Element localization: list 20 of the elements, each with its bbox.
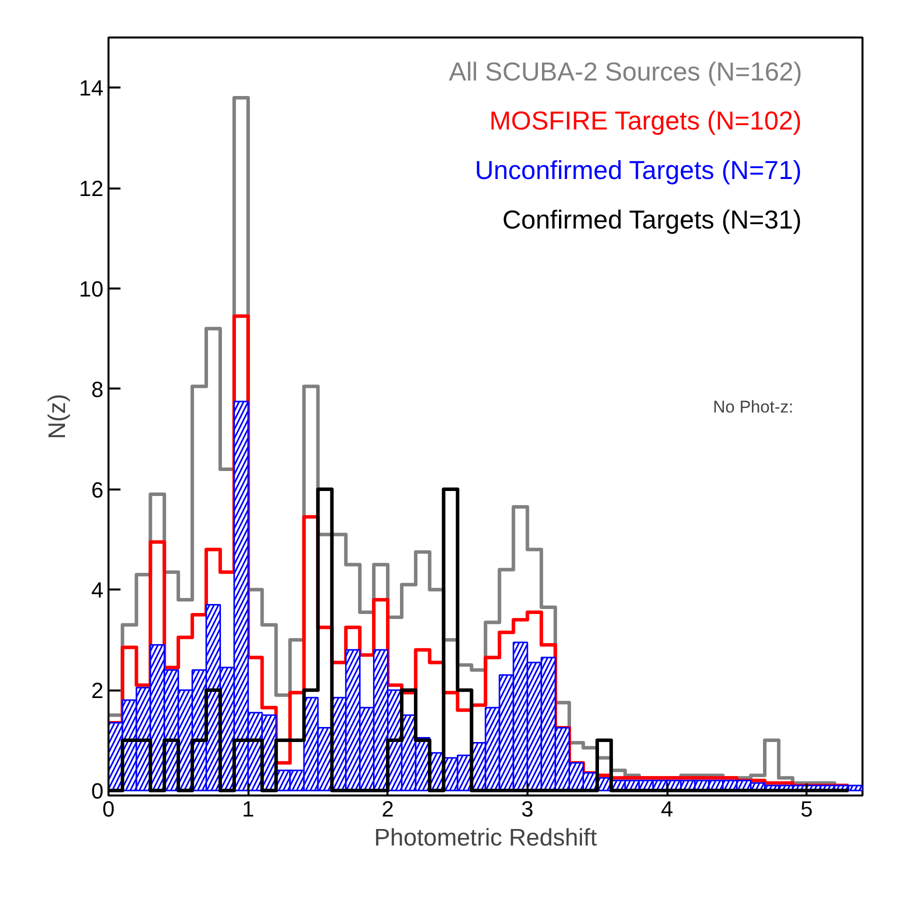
annotation: No Phot-z: [713,398,794,416]
x-tick-label: 4 [660,796,674,822]
text: Confirmed Targets (N=31) [502,204,802,234]
y-tick-label: 14 [79,76,104,101]
x-axis-title: Photometric Redshift [374,824,598,852]
x-tick-label: 2 [382,796,394,822]
y-tick-label: 4 [91,578,104,603]
y-tick-label: 6 [91,477,104,502]
y-tick-label: 10 [79,276,104,302]
y-tick-label: 2 [91,678,104,704]
x-tick-label: 3 [521,796,534,822]
text: MOSFIRE Targets (N=102) [489,106,802,136]
y-axis-title: N(z) [44,394,72,440]
text: All SCUBA-2 Sources (N=162) [448,56,802,86]
x-tick-label: 5 [800,796,813,822]
y-tick-label: 12 [79,176,104,202]
y-tick-label: 8 [91,376,104,402]
x-tick-label: 1 [242,796,254,822]
y-tick-label: 0 [91,778,104,804]
text: Unconfirmed Targets (N=71) [474,154,802,185]
